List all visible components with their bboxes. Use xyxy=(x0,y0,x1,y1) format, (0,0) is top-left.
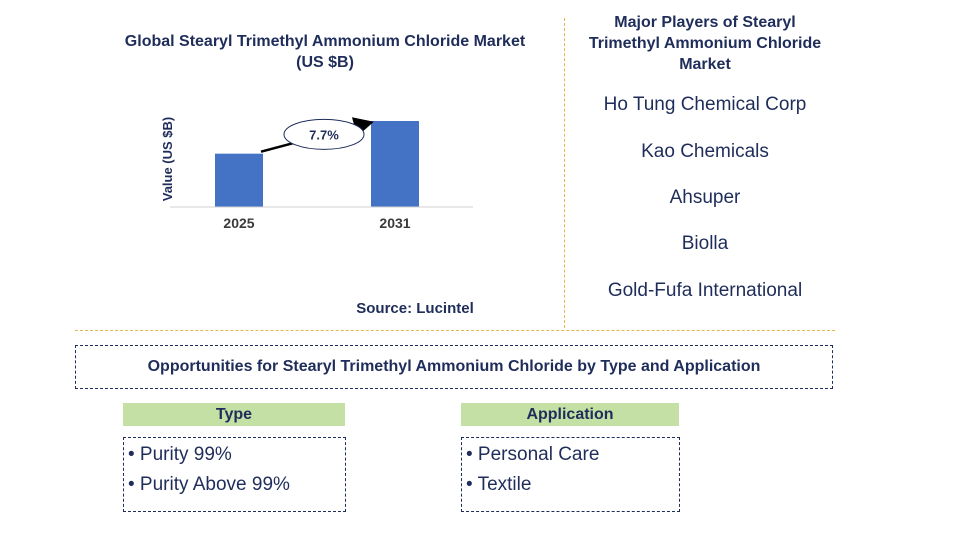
chart-title-line2: (US $B) xyxy=(296,54,354,71)
market-bar-chart: 2025 2031 Value (US $B) 7.7% xyxy=(160,117,473,231)
player-item: Ho Tung Chemical Corp xyxy=(603,94,807,115)
type-list: • Purity 99% • Purity Above 99% xyxy=(123,437,346,512)
player-item: Kao Chemicals xyxy=(641,141,769,162)
player-item: Ahsuper xyxy=(669,187,741,208)
type-header: Type xyxy=(123,403,345,426)
players-title: Major Players of Stearyl Trimethyl Ammon… xyxy=(575,12,835,75)
chart-title: Global Stearyl Trimethyl Ammonium Chlori… xyxy=(110,31,540,73)
application-list: • Personal Care • Textile xyxy=(461,437,680,512)
players-title-line3: Market xyxy=(679,56,731,73)
vertical-divider xyxy=(564,18,565,328)
players-title-line2: Trimethyl Ammonium Chloride xyxy=(588,35,822,52)
cagr-ellipse xyxy=(283,118,365,150)
player-item: Biolla xyxy=(681,233,729,254)
x-tick-label: 2031 xyxy=(379,215,410,231)
cagr-label: 7.7% xyxy=(309,127,339,142)
type-item: • Purity Above 99% xyxy=(128,474,290,495)
players-title-line1: Major Players of Stearyl xyxy=(614,14,796,31)
horizontal-divider xyxy=(75,330,835,331)
application-item: • Personal Care xyxy=(466,444,600,465)
x-tick-label: 2025 xyxy=(223,215,254,231)
opportunities-title: Opportunities for Stearyl Trimethyl Ammo… xyxy=(75,345,833,389)
y-axis-label: Value (US $B) xyxy=(160,117,175,202)
type-item: • Purity 99% xyxy=(128,444,232,465)
application-item: • Textile xyxy=(466,474,532,495)
chart-title-line1: Global Stearyl Trimethyl Ammonium Chlori… xyxy=(124,33,526,50)
player-item: Gold-Fufa International xyxy=(607,280,803,301)
bar-2025 xyxy=(215,153,263,207)
bar-2031 xyxy=(371,121,419,207)
application-header: Application xyxy=(461,403,679,426)
source-label: Source: Lucintel xyxy=(356,300,474,317)
